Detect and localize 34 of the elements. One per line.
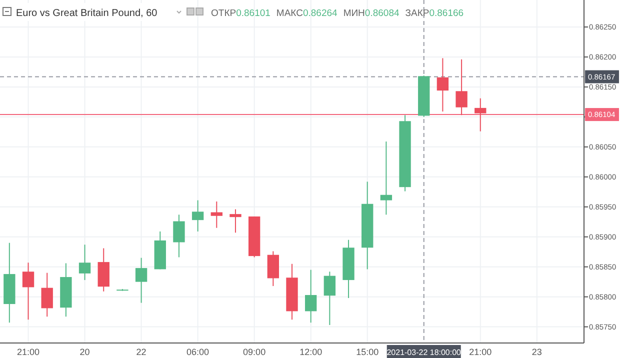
candlestick xyxy=(230,208,242,234)
x-tick-label: 12:00 xyxy=(300,347,322,357)
x-tick-label: 20 xyxy=(80,347,90,357)
candlestick xyxy=(22,262,34,320)
annotation: МИН xyxy=(343,8,366,19)
text: Euro vs Great Britain Pound, 60 xyxy=(16,8,158,19)
annotation: ЗАКР xyxy=(405,8,430,19)
x-tick-label: 06:00 xyxy=(186,347,210,357)
candlestick xyxy=(41,272,53,318)
candlestick xyxy=(78,244,91,281)
x-tick-label: 2021-03-22 18:00:00 xyxy=(386,348,462,357)
annotation: 0.86084 xyxy=(364,8,400,19)
candlestick xyxy=(135,257,148,304)
annotation: 0.86101 xyxy=(236,8,270,19)
x-tick-label: 21:00 xyxy=(469,347,492,357)
x-tick-label: 23 xyxy=(532,347,542,357)
x-tick-label: 22 xyxy=(136,347,146,357)
candlestick xyxy=(305,269,317,324)
annotation: 0.86166 xyxy=(429,8,464,19)
annotation: ОТКР xyxy=(211,8,236,19)
candlestick xyxy=(324,271,336,326)
candlestick xyxy=(210,200,222,228)
candlestick xyxy=(192,200,204,232)
annotation: 0.86264 xyxy=(302,8,338,19)
candlestick xyxy=(267,250,279,287)
annotation: МАКС xyxy=(276,8,304,19)
candlestick xyxy=(380,141,392,216)
candlestick xyxy=(456,58,468,116)
x-tick-label: 09:00 xyxy=(243,347,266,357)
candlestick xyxy=(436,58,449,112)
candlestick xyxy=(173,214,185,258)
candlestick xyxy=(474,98,486,132)
x-tick-label: 15:00 xyxy=(356,347,379,357)
x-tick-label: 21:00 xyxy=(16,347,40,357)
